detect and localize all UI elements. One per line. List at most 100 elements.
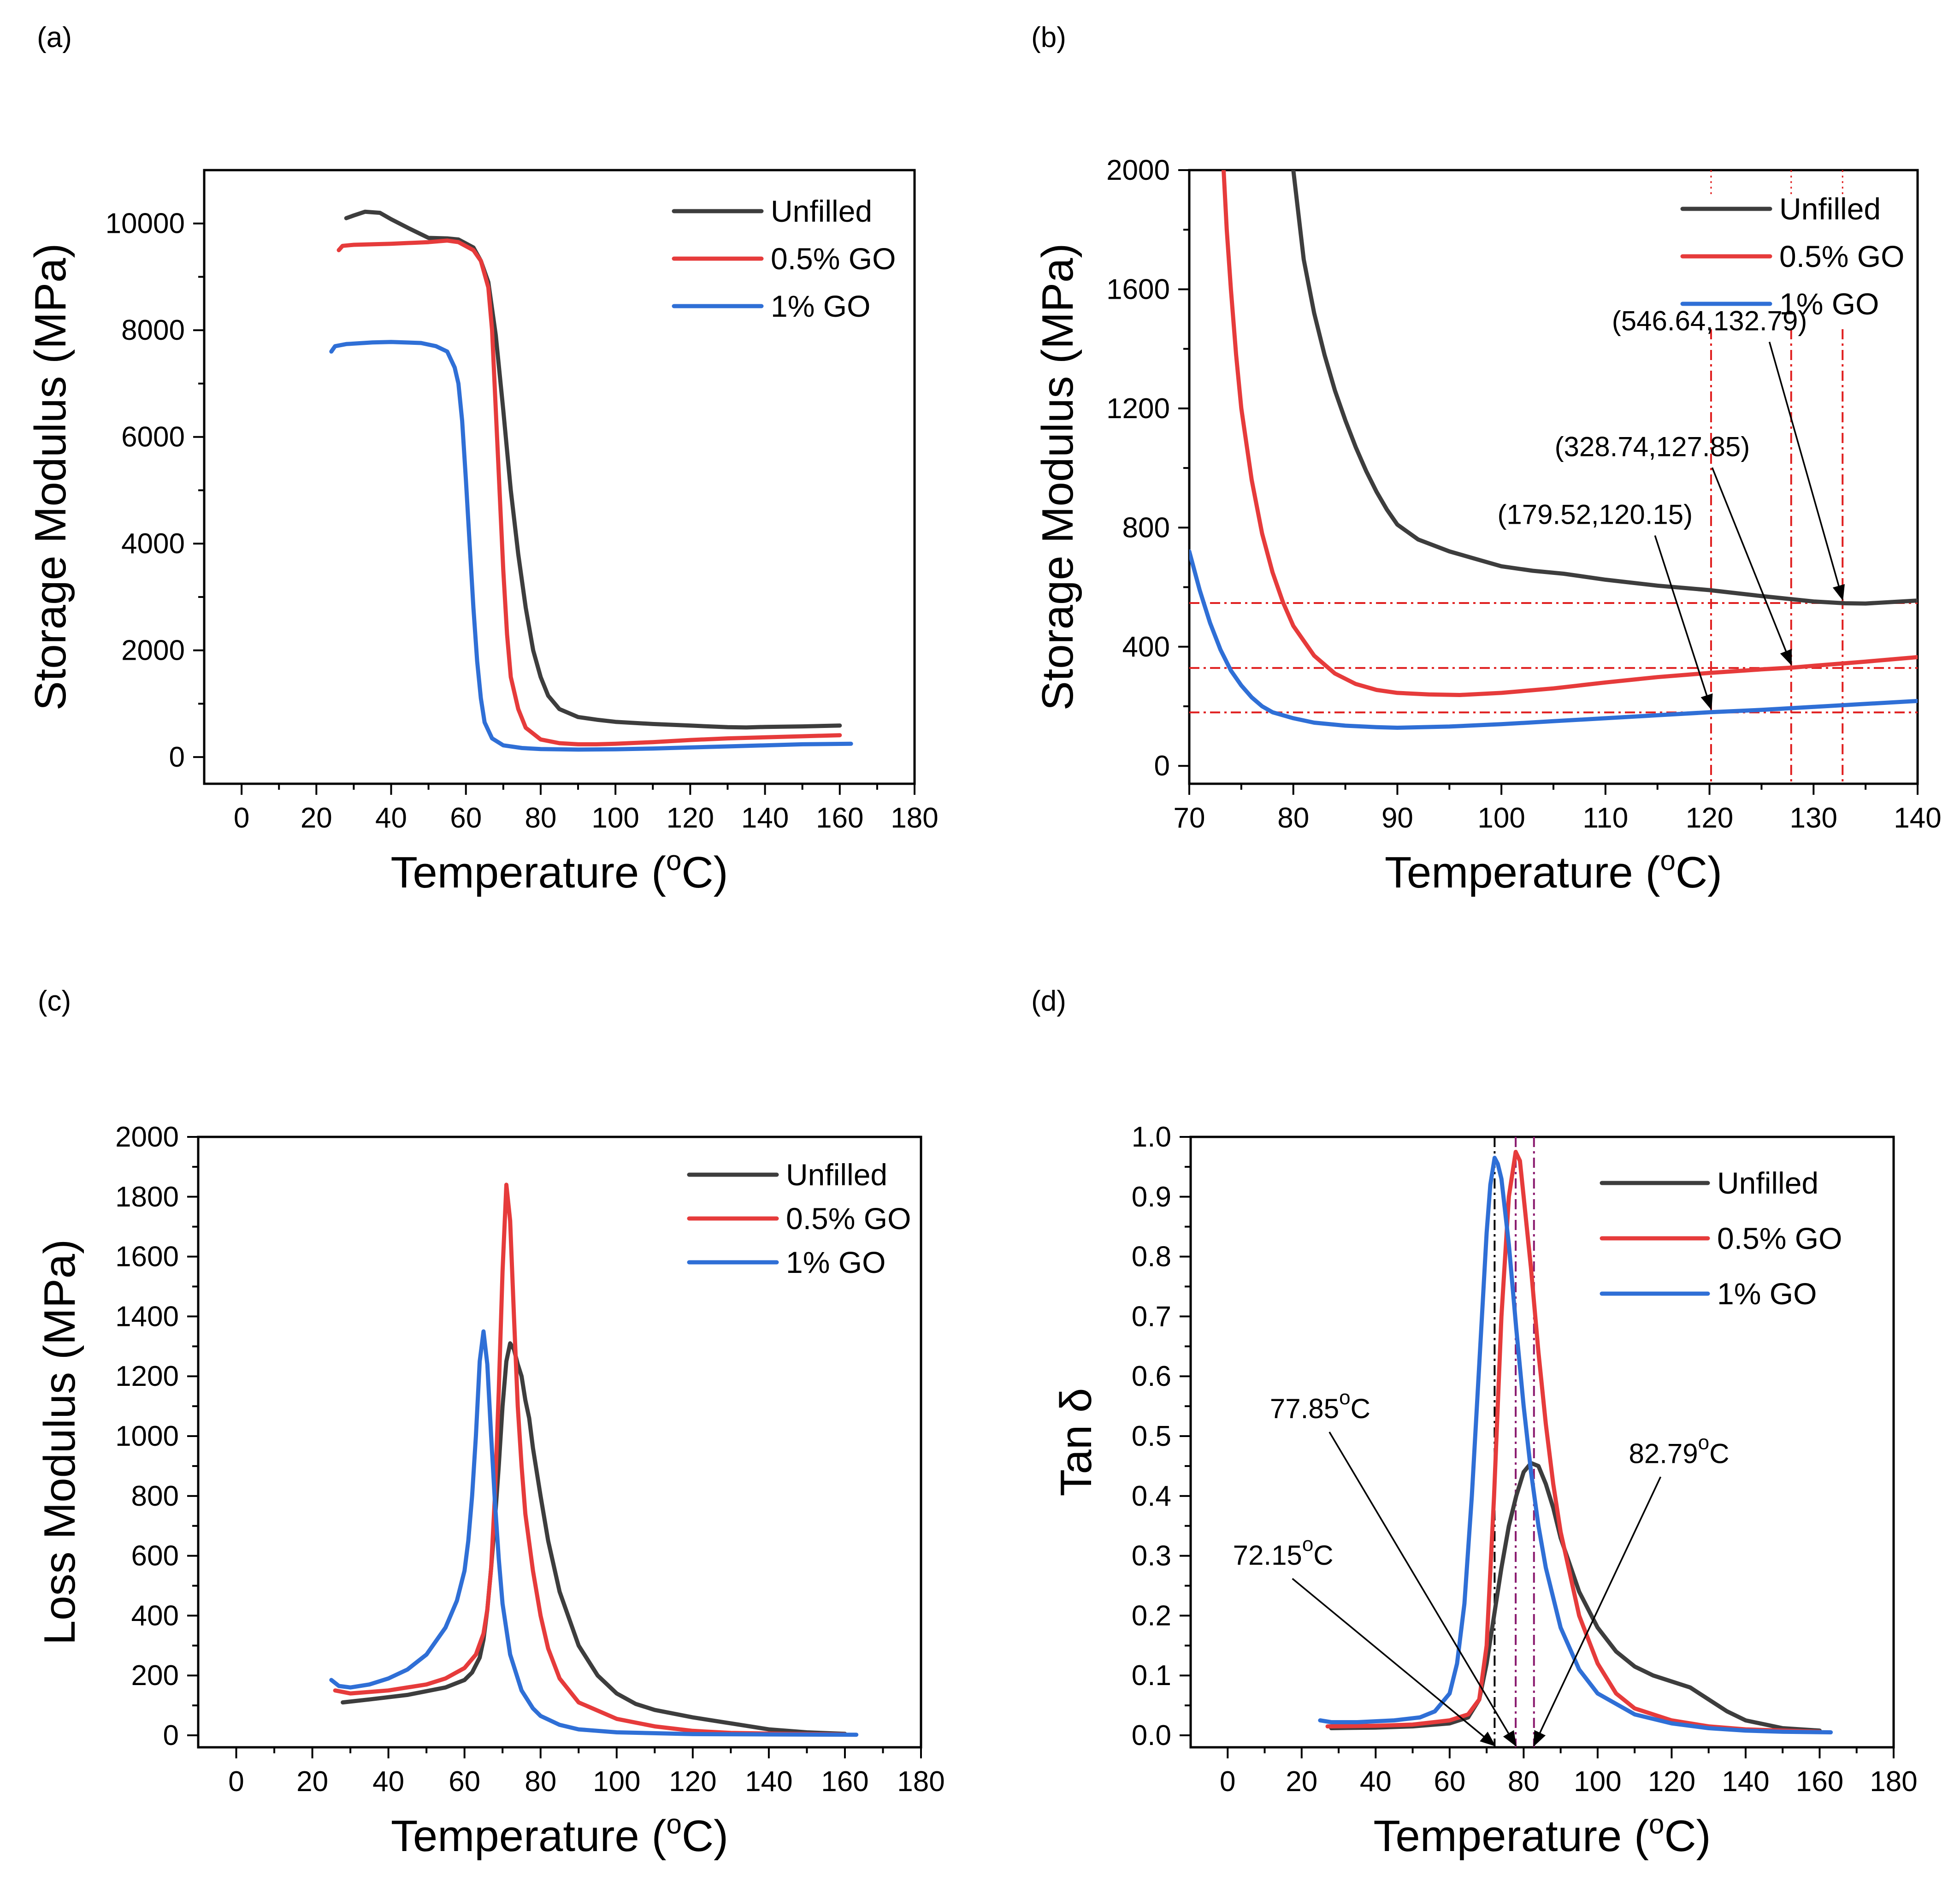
x-tick-label: 100 xyxy=(1574,1766,1621,1798)
legend-label: Unfilled xyxy=(1717,1166,1818,1200)
x-axis-label: Temperature (oC) xyxy=(1385,845,1722,897)
x-axis-label-main: Temperature ( xyxy=(391,1811,667,1861)
annotation-unit: C xyxy=(1313,1540,1333,1571)
x-tick-label: 0 xyxy=(234,802,249,834)
series-line-unfilled xyxy=(344,209,842,730)
legend-label: 1% GO xyxy=(1717,1277,1817,1311)
x-tick-label: 180 xyxy=(891,802,938,834)
chart-panel-c: (c)0 20 40 60 80 100 120 140 160 1800200400600800… xyxy=(35,985,945,1861)
x-tick-label: 80 xyxy=(525,1766,556,1798)
y-tick-label: 0.4 xyxy=(1132,1480,1171,1512)
x-axis-label-unit: C) xyxy=(681,848,728,897)
y-tick-label: 0.2 xyxy=(1132,1600,1171,1632)
x-axis-label-unit: C) xyxy=(1664,1811,1711,1861)
plot-area xyxy=(329,209,853,752)
y-tick-label: 0 xyxy=(1154,750,1170,782)
annotation-label: (546.64,132.79) xyxy=(1612,306,1807,337)
legend-item: Unfilled xyxy=(672,194,872,228)
legend-label: 0.5% GO xyxy=(1779,239,1904,273)
panel-label: (d) xyxy=(1031,985,1066,1017)
x-axis-label: Temperature (oC) xyxy=(391,1809,728,1861)
y-tick-label: 0.9 xyxy=(1132,1181,1171,1213)
panel-label: (b) xyxy=(1031,22,1066,53)
y-tick-label: 0.5 xyxy=(1132,1420,1171,1452)
plot-frame xyxy=(1189,1136,1895,1749)
annotation-sup: o xyxy=(1302,1533,1313,1556)
legend-label: 1% GO xyxy=(771,289,870,323)
x-tick-label: 40 xyxy=(375,802,407,834)
annotation-arrow xyxy=(1533,1476,1662,1747)
x-tick-label: 180 xyxy=(897,1766,945,1798)
x-tick-label: 130 xyxy=(1790,802,1837,834)
y-tick-label: 8000 xyxy=(121,314,185,346)
legend-label: 1% GO xyxy=(786,1245,886,1279)
legend-label: Unfilled xyxy=(786,1158,887,1192)
x-axis-label-main: Temperature ( xyxy=(1373,1811,1649,1861)
x-tick-label: 180 xyxy=(1870,1766,1917,1798)
chart-panel-d: (d) 0 20 40 60 80 100 120 140 160 180 0.0 0.1 0.2 0.3 0… xyxy=(1031,985,1918,1861)
annotation-label: 82.79oC xyxy=(1629,1431,1729,1469)
series-line-0-5-go xyxy=(1222,170,1918,697)
x-axis-label-sup: o xyxy=(1649,1809,1664,1840)
annotation-label: 72.15oC xyxy=(1233,1533,1334,1571)
legend-label: Unfilled xyxy=(1779,192,1881,226)
x-tick-label: 80 xyxy=(525,802,556,834)
x-tick-label: 90 xyxy=(1381,802,1413,834)
y-axis-label: Tan δ xyxy=(1051,1388,1101,1497)
legend-item: Unfilled xyxy=(1680,192,1881,226)
legend-label: 1% GO xyxy=(1779,287,1879,321)
legend-label: 0.5% GO xyxy=(1717,1221,1842,1255)
x-axis-label: Temperature (oC) xyxy=(1373,1809,1711,1861)
y-tick-label: 1000 xyxy=(115,1420,179,1452)
x-tick-label: 60 xyxy=(1434,1766,1465,1798)
y-tick-label: 10000 xyxy=(106,208,185,240)
plot-frame xyxy=(197,1136,922,1749)
y-tick-label: 2000 xyxy=(1106,154,1170,186)
y-tick-label: 800 xyxy=(1122,512,1170,544)
annotation-arrow xyxy=(1328,1431,1517,1747)
annotation-unit: C xyxy=(1709,1438,1729,1469)
y-axis-label: Storage Modulus (MPa) xyxy=(1033,243,1082,711)
annotation-sup: o xyxy=(1339,1386,1350,1409)
y-tick-label: 1200 xyxy=(115,1360,179,1392)
y-tick-label: 0 xyxy=(169,741,185,773)
y-tick-label: 0.0 xyxy=(1132,1720,1171,1751)
x-tick-label: 100 xyxy=(1477,802,1525,834)
y-tick-label: 400 xyxy=(131,1600,179,1632)
annotation-label: (179.52,120.15) xyxy=(1497,499,1693,530)
legend-item: 0.5% GO xyxy=(672,242,896,276)
y-tick-label: 2000 xyxy=(115,1121,179,1153)
plot-area xyxy=(1318,1137,1833,1747)
y-tick-label: 0.6 xyxy=(1132,1360,1171,1392)
annotation-value: 72.15 xyxy=(1233,1540,1302,1571)
legend-item: Unfilled xyxy=(1600,1166,1818,1200)
y-tick-label: 0.3 xyxy=(1132,1540,1171,1572)
annotation-sup: o xyxy=(1698,1431,1709,1454)
x-tick-label: 100 xyxy=(593,1766,640,1798)
x-tick-label: 140 xyxy=(741,802,789,834)
y-tick-label: 1800 xyxy=(115,1181,179,1213)
y-tick-label: 200 xyxy=(131,1660,179,1692)
series-line-1-go xyxy=(329,340,853,752)
x-axis-label-unit: C) xyxy=(1676,848,1722,897)
x-tick-label: 0 xyxy=(228,1766,244,1798)
x-tick-label: 40 xyxy=(372,1766,404,1798)
annotation-value: (328.74,127.85) xyxy=(1555,431,1750,462)
x-axis-label-main: Temperature ( xyxy=(390,848,666,897)
series-line-0-5-go xyxy=(337,238,842,746)
y-tick-label: 600 xyxy=(131,1540,179,1572)
annotation-arrow xyxy=(1711,467,1792,666)
series-line-0-5-go xyxy=(333,1183,847,1737)
legend-item: 1% GO xyxy=(687,1245,886,1279)
y-tick-label: 6000 xyxy=(121,421,185,453)
x-axis-label-sup: o xyxy=(1660,845,1675,876)
annotation-arrow xyxy=(1292,1578,1496,1747)
x-tick-label: 120 xyxy=(669,1766,716,1798)
annotation-arrow xyxy=(1654,535,1713,710)
x-tick-label: 0 xyxy=(1220,1766,1235,1798)
x-axis-label-unit: C) xyxy=(682,1811,728,1861)
x-tick-label: 100 xyxy=(591,802,639,834)
x-tick-label: 80 xyxy=(1277,802,1309,834)
y-tick-label: 4000 xyxy=(121,528,185,560)
